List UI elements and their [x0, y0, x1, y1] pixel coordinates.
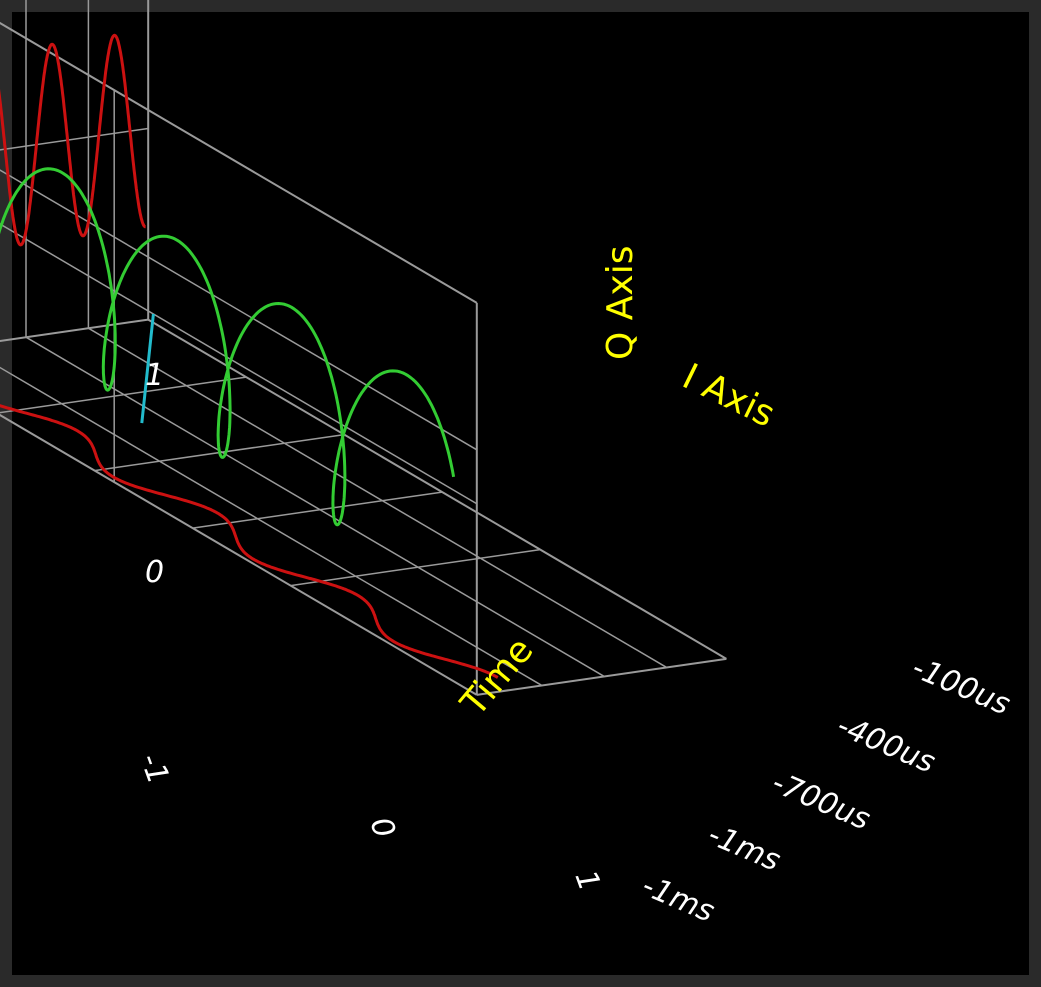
curves [0, 33, 499, 679]
time-tick-label: -100us [907, 650, 1015, 722]
box-edge [147, 318, 727, 660]
grid-line [0, 169, 478, 451]
grid-line [0, 366, 543, 687]
box-edge [0, 413, 478, 696]
q-tick-label: 0 [145, 555, 164, 590]
i-tick-label: -1 [132, 749, 175, 789]
i-tick-label: 1 [567, 866, 606, 896]
i-axis-reference-line [140, 313, 155, 424]
i-projection-line [0, 404, 499, 679]
box-edge [0, 21, 478, 304]
grid-line [88, 327, 667, 669]
box-edge [476, 657, 727, 696]
q-axis-label: Q Axis [600, 246, 641, 360]
q-tick-label: 1 [145, 358, 164, 393]
grid-line [0, 223, 478, 505]
i-axis-label: I Axis [676, 356, 781, 435]
grid-line [290, 548, 541, 587]
time-tick-label: -700us [767, 765, 875, 837]
grid-line [25, 336, 605, 678]
time-tick-label: -1ms [703, 817, 785, 878]
iq-helix-line [0, 167, 456, 527]
time-tick-label: -400us [832, 708, 940, 780]
grid-lines [0, 0, 727, 696]
i-tick-label: 0 [362, 813, 401, 843]
time-tick-label: -1ms [637, 868, 719, 929]
grid-line [0, 127, 149, 151]
grid-line [0, 376, 247, 414]
grid-line [192, 491, 443, 529]
plot-area [12, 12, 1029, 975]
q-projection-line [0, 33, 147, 247]
